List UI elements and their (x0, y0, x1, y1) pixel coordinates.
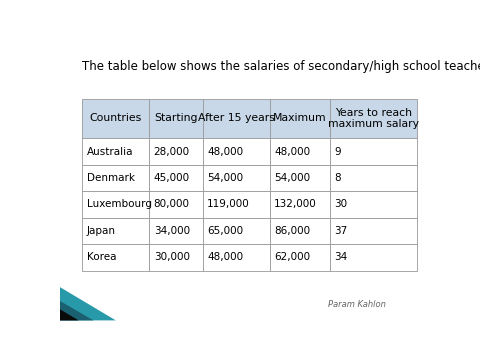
Bar (330, 244, 417, 270)
Polygon shape (60, 301, 94, 320)
Text: 8: 8 (335, 173, 341, 183)
Bar (330, 99, 417, 138)
Bar (203, 138, 270, 165)
Text: 54,000: 54,000 (207, 173, 243, 183)
Bar (270, 244, 330, 270)
Text: 34,000: 34,000 (154, 226, 190, 236)
Text: 48,000: 48,000 (207, 147, 243, 157)
Bar (330, 191, 417, 218)
Bar (270, 99, 330, 138)
Bar (203, 244, 270, 270)
Bar (203, 191, 270, 218)
Text: 119,000: 119,000 (207, 199, 250, 210)
Text: Luxembourg: Luxembourg (87, 199, 152, 210)
Bar (330, 218, 417, 244)
Text: 48,000: 48,000 (207, 252, 243, 262)
Bar (203, 99, 270, 138)
Polygon shape (60, 287, 116, 320)
Bar (83, 191, 149, 218)
Bar (149, 99, 203, 138)
Text: Starting: Starting (154, 113, 198, 123)
Text: Param Kahlon: Param Kahlon (328, 300, 386, 309)
Text: Denmark: Denmark (87, 173, 135, 183)
Bar (149, 165, 203, 191)
Text: The table below shows the salaries of secondary/high school teachers in 2009.: The table below shows the salaries of se… (83, 60, 480, 73)
Text: After 15 years: After 15 years (198, 113, 275, 123)
Bar (270, 138, 330, 165)
Text: Years to reach
maximum salary: Years to reach maximum salary (328, 108, 419, 129)
Text: 80,000: 80,000 (154, 199, 190, 210)
Bar (330, 165, 417, 191)
Bar (83, 244, 149, 270)
Text: 34: 34 (335, 252, 348, 262)
Text: 30,000: 30,000 (154, 252, 190, 262)
Bar (149, 244, 203, 270)
Bar (83, 138, 149, 165)
Text: 48,000: 48,000 (274, 147, 311, 157)
Bar (83, 218, 149, 244)
Bar (270, 165, 330, 191)
Text: Countries: Countries (90, 113, 142, 123)
Bar (149, 138, 203, 165)
Text: 62,000: 62,000 (274, 252, 311, 262)
Text: Australia: Australia (87, 147, 133, 157)
Text: 65,000: 65,000 (207, 226, 243, 236)
Text: 132,000: 132,000 (274, 199, 317, 210)
Text: 54,000: 54,000 (274, 173, 311, 183)
Text: Korea: Korea (87, 252, 116, 262)
Text: 28,000: 28,000 (154, 147, 190, 157)
Text: Japan: Japan (87, 226, 116, 236)
Text: 37: 37 (335, 226, 348, 236)
Polygon shape (60, 309, 79, 320)
Text: 86,000: 86,000 (274, 226, 311, 236)
Text: 9: 9 (335, 147, 341, 157)
Bar (149, 218, 203, 244)
Text: Maximum: Maximum (273, 113, 327, 123)
Text: 30: 30 (335, 199, 348, 210)
Bar (149, 191, 203, 218)
Text: 45,000: 45,000 (154, 173, 190, 183)
Bar (270, 218, 330, 244)
Bar (83, 165, 149, 191)
Bar (270, 191, 330, 218)
Bar (203, 165, 270, 191)
Bar (203, 218, 270, 244)
Bar (83, 99, 149, 138)
Bar (330, 138, 417, 165)
